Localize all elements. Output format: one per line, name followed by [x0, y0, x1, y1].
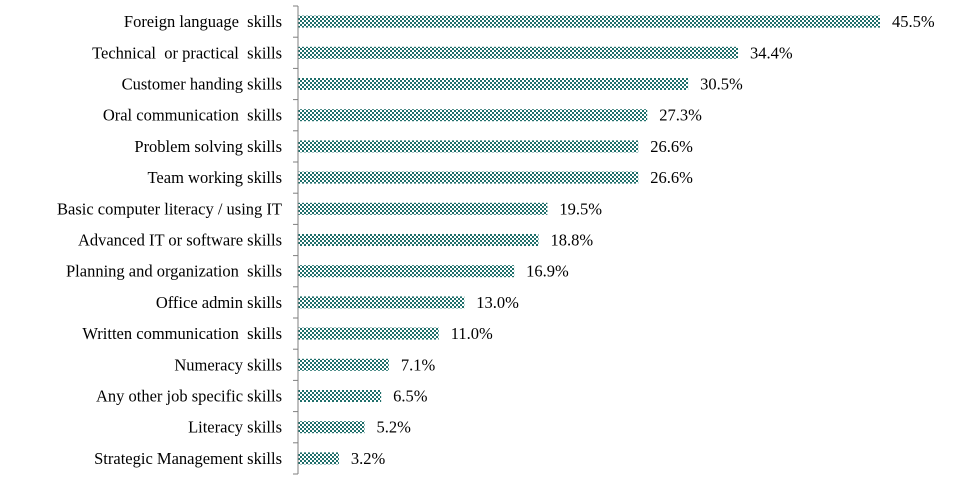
value-label: 6.5% — [393, 387, 428, 406]
value-label: 26.6% — [650, 137, 693, 156]
category-label: Advanced IT or software skills — [78, 231, 282, 250]
category-label: Strategic Management skills — [94, 449, 282, 468]
category-label: Customer handing skills — [122, 75, 282, 94]
category-label: Written communication skills — [82, 324, 282, 343]
bar — [298, 234, 539, 246]
value-label: 27.3% — [659, 106, 702, 125]
bar — [298, 78, 689, 90]
value-labels: 45.5% 34.4% 30.5% 27.3% 26.6% 26.6% 19.5% 18.8%… — [351, 12, 935, 468]
category-labels: Foreign language skills Technical or prac… — [57, 12, 282, 468]
value-label: 34.4% — [750, 43, 793, 62]
category-label: Technical or practical skills — [92, 43, 282, 62]
category-label: Basic computer literacy / using IT — [57, 199, 282, 218]
bar — [298, 140, 639, 153]
value-label: 18.8% — [550, 231, 593, 250]
category-label: Team working skills — [148, 168, 283, 187]
bar — [298, 46, 739, 59]
category-label: Numeracy skills — [174, 355, 282, 374]
value-label: 26.6% — [650, 168, 693, 187]
value-label: 30.5% — [700, 75, 743, 94]
bar — [298, 327, 439, 340]
category-label: Literacy skills — [188, 418, 282, 437]
bar — [298, 265, 515, 278]
category-label: Oral communication skills — [103, 106, 282, 125]
bar — [298, 390, 382, 402]
value-label: 3.2% — [351, 449, 386, 468]
value-label: 13.0% — [476, 293, 519, 312]
bars-layer — [298, 15, 880, 465]
category-label: Office admin skills — [156, 293, 282, 312]
value-label: 7.1% — [401, 355, 436, 374]
bar — [298, 421, 365, 434]
bar — [298, 15, 880, 28]
value-label: 16.9% — [526, 262, 569, 281]
value-label: 5.2% — [377, 418, 412, 437]
value-label: 19.5% — [559, 199, 602, 218]
value-label: 45.5% — [892, 12, 935, 31]
category-label: Problem solving skills — [134, 137, 282, 156]
category-label: Foreign language skills — [124, 12, 282, 31]
bar — [298, 202, 548, 215]
bar — [298, 452, 339, 465]
value-label: 11.0% — [451, 324, 493, 343]
bar — [298, 296, 465, 309]
y-axis — [293, 5, 299, 475]
bar — [298, 358, 389, 371]
bar — [298, 109, 648, 122]
bar — [298, 171, 639, 184]
category-label: Planning and organization skills — [66, 262, 282, 281]
category-label: Any other job specific skills — [96, 387, 282, 406]
